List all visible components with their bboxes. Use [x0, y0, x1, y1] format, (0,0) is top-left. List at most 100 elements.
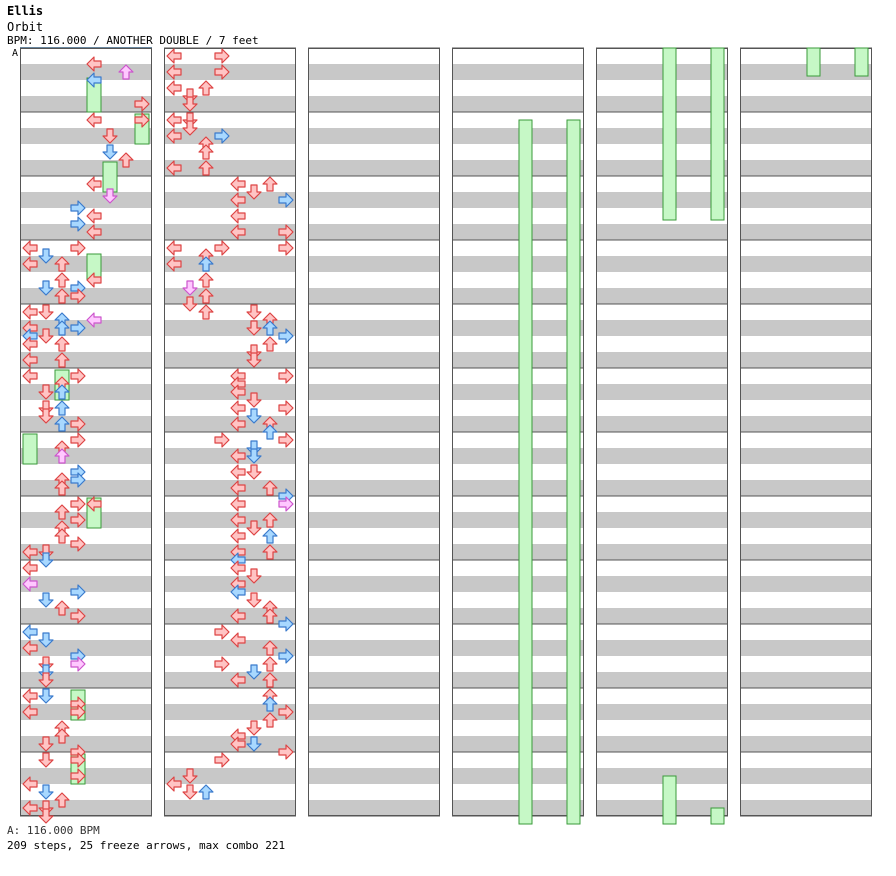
beat-stripe — [164, 384, 296, 400]
beat-stripe — [164, 640, 296, 656]
step-arrow — [246, 568, 262, 584]
beat-stripe — [164, 672, 296, 688]
step-arrow — [38, 736, 54, 752]
beat-stripe — [164, 448, 296, 464]
beat-stripe — [308, 416, 440, 432]
beat-stripe — [308, 384, 440, 400]
step-arrow — [54, 504, 70, 520]
step-arrow — [246, 320, 262, 336]
beat-stripe — [596, 768, 728, 784]
step-arrow — [278, 400, 294, 416]
beat-stripe — [308, 320, 440, 336]
step-arrow — [86, 208, 102, 224]
step-arrow — [70, 432, 86, 448]
step-arrow — [230, 632, 246, 648]
step-arrow — [86, 272, 102, 288]
beat-stripe — [740, 288, 872, 304]
step-arrow — [70, 288, 86, 304]
step-arrow — [38, 304, 54, 320]
beat-stripe — [740, 224, 872, 240]
beat-stripe — [740, 416, 872, 432]
step-arrow — [86, 224, 102, 240]
beat-stripe — [740, 704, 872, 720]
beat-stripe — [164, 576, 296, 592]
beat-stripe — [164, 352, 296, 368]
step-arrow — [38, 672, 54, 688]
step-arrow — [262, 480, 278, 496]
beat-stripe — [164, 224, 296, 240]
step-arrow — [278, 616, 294, 632]
beat-stripe — [164, 192, 296, 208]
step-arrow — [22, 624, 38, 640]
step-arrow — [214, 752, 230, 768]
beat-stripe — [452, 544, 584, 560]
step-arrow — [22, 368, 38, 384]
chart-info: BPM: 116.000 / ANOTHER DOUBLE / 7 feet — [7, 34, 259, 47]
step-arrow — [54, 416, 70, 432]
beat-stripe — [164, 800, 296, 816]
beat-stripe — [164, 704, 296, 720]
beat-stripe — [20, 640, 152, 656]
beat-stripe — [452, 160, 584, 176]
step-arrow — [38, 752, 54, 768]
beat-stripe — [596, 288, 728, 304]
beat-stripe — [596, 512, 728, 528]
beat-stripe — [452, 736, 584, 752]
step-arrow — [70, 216, 86, 232]
beat-stripe — [740, 768, 872, 784]
beat-stripe — [452, 64, 584, 80]
beat-stripe — [308, 544, 440, 560]
beat-stripe — [452, 192, 584, 208]
beat-stripe — [20, 480, 152, 496]
beat-stripe — [20, 160, 152, 176]
step-arrow — [70, 608, 86, 624]
step-arrow — [262, 320, 278, 336]
beat-stripe — [740, 672, 872, 688]
beat-stripe — [308, 256, 440, 272]
beat-stripe — [164, 128, 296, 144]
beat-stripe — [740, 128, 872, 144]
beat-stripe — [596, 608, 728, 624]
step-arrow — [166, 256, 182, 272]
step-arrow — [230, 384, 246, 400]
beat-stripe — [596, 800, 728, 816]
beat-stripe — [596, 544, 728, 560]
step-arrow — [70, 536, 86, 552]
beat-stripe — [20, 416, 152, 432]
step-arrow — [246, 392, 262, 408]
beat-stripe — [596, 256, 728, 272]
step-arrow — [182, 784, 198, 800]
beat-stripe — [740, 96, 872, 112]
step-arrow — [246, 736, 262, 752]
beat-stripe — [308, 672, 440, 688]
step-arrow — [54, 336, 70, 352]
beat-stripe — [308, 64, 440, 80]
step-arrow — [38, 280, 54, 296]
step-arrow — [22, 576, 38, 592]
beat-stripe — [740, 512, 872, 528]
step-arrow — [262, 696, 278, 712]
step-arrow — [54, 528, 70, 544]
beat-stripe — [20, 320, 152, 336]
beat-stripe — [452, 224, 584, 240]
beat-stripe — [20, 608, 152, 624]
step-arrow — [246, 592, 262, 608]
step-arrow — [230, 416, 246, 432]
step-arrow — [230, 736, 246, 752]
step-arrow — [262, 176, 278, 192]
step-arrow — [22, 256, 38, 272]
step-arrow — [38, 784, 54, 800]
beat-stripe — [20, 288, 152, 304]
beat-stripe — [596, 672, 728, 688]
step-arrow — [262, 528, 278, 544]
beat-stripe — [20, 256, 152, 272]
beat-stripe — [308, 192, 440, 208]
step-arrow — [230, 584, 246, 600]
step-arrow — [166, 112, 182, 128]
freeze-bar — [662, 775, 677, 825]
step-arrow — [278, 496, 294, 512]
step-arrow — [230, 608, 246, 624]
beat-stripe — [596, 96, 728, 112]
step-arrow — [70, 368, 86, 384]
beat-stripe — [740, 352, 872, 368]
